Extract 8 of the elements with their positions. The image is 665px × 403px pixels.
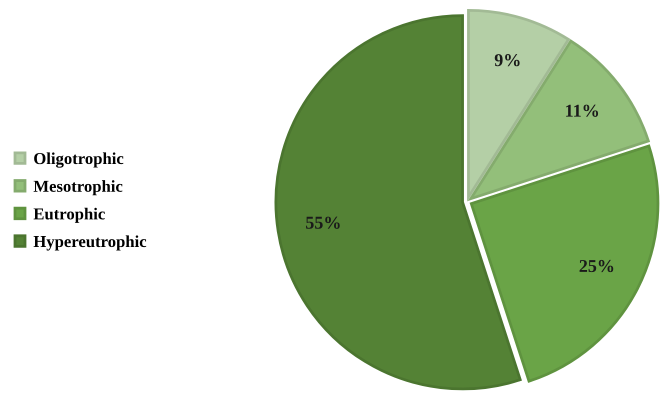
data-label: 9% [494,54,520,66]
legend-label: Mesotrophic [34,180,122,196]
data-label: 55% [306,216,340,229]
legend-label: Eutrophic [34,208,105,223]
data-label: 25% [580,260,614,272]
legend-label: Hypereutrophic [34,235,146,251]
data-label: 11% [566,104,598,117]
legend-label: Oligotrophic [34,152,124,168]
